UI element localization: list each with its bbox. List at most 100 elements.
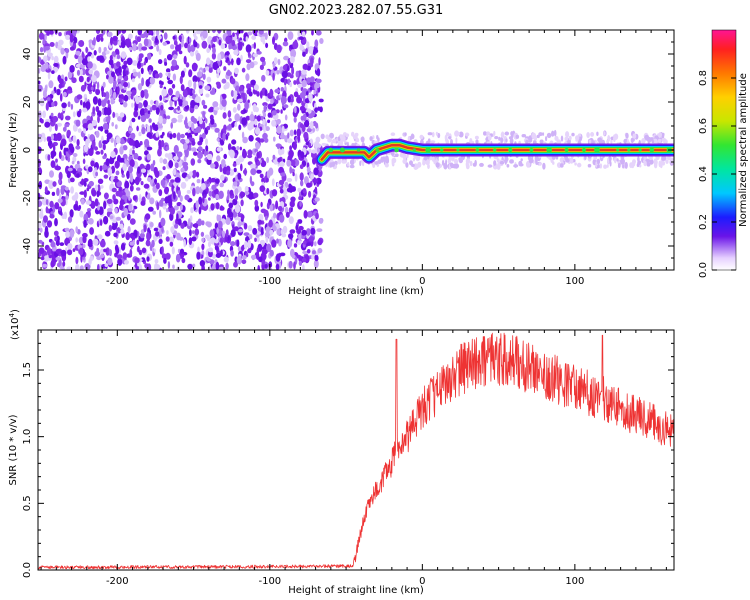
noise-dot [179, 204, 183, 211]
noise-dot [269, 89, 274, 97]
noise-dot [247, 31, 253, 36]
noise-dot [220, 43, 226, 50]
noise-dot [89, 227, 94, 235]
noise-dot [251, 255, 255, 261]
noise-dot [104, 263, 109, 267]
haze-dot [390, 151, 395, 157]
noise-dot [182, 161, 189, 167]
noise-dot [183, 239, 186, 248]
noise-dot [132, 71, 139, 77]
noise-dot [137, 115, 141, 120]
noise-dot [180, 222, 185, 229]
noise-dot [138, 193, 142, 203]
noise-dot [88, 218, 94, 225]
noise-dot [296, 96, 303, 104]
noise-dot [178, 99, 183, 107]
haze-dot [629, 162, 633, 169]
noise-dot [155, 231, 160, 237]
noise-dot [216, 214, 220, 222]
noise-dot [75, 50, 81, 56]
noise-dot [108, 59, 114, 66]
noise-dot [197, 71, 203, 78]
noise-dot [137, 30, 143, 36]
noise-dot [180, 133, 185, 139]
noise-dot [236, 255, 242, 265]
noise-dot [39, 47, 44, 53]
noise-dot [231, 39, 236, 47]
noise-dot [300, 180, 304, 187]
noise-dot [289, 145, 292, 151]
noise-dot [227, 189, 230, 197]
noise-dot [289, 200, 295, 208]
noise-dot [67, 249, 73, 256]
noise-dot [189, 171, 193, 177]
noise-dot [115, 170, 120, 176]
noise-dot [319, 106, 323, 113]
noise-dot [175, 172, 180, 178]
haze-dot [349, 164, 355, 169]
noise-dot [160, 81, 164, 86]
noise-dot [83, 181, 87, 187]
spectrogram-x-tick-label: 0 [419, 276, 425, 287]
noise-dot [127, 33, 133, 40]
noise-dot [88, 166, 93, 173]
noise-dot [208, 247, 214, 253]
noise-dot [73, 36, 78, 44]
haze-dot [431, 156, 435, 162]
noise-dot [126, 57, 133, 66]
haze-dot [329, 132, 334, 139]
haze-dot [402, 158, 408, 164]
noise-dot [134, 257, 140, 264]
noise-dot [196, 179, 201, 184]
haze-dot [599, 163, 603, 169]
noise-dot [112, 91, 117, 99]
haze-dot [483, 131, 487, 136]
noise-dot [252, 53, 258, 58]
noise-dot [95, 151, 101, 155]
noise-dot [210, 118, 215, 125]
noise-dot [290, 196, 296, 202]
noise-dot [308, 148, 312, 153]
noise-dot [77, 128, 82, 133]
noise-dot [175, 253, 181, 263]
haze-dot [586, 132, 590, 138]
noise-dot [281, 148, 285, 155]
haze-dot [341, 160, 347, 164]
noise-dot [102, 81, 106, 88]
noise-dot [103, 248, 108, 253]
noise-dot [299, 45, 305, 51]
noise-dot [109, 55, 113, 61]
noise-dot [158, 189, 163, 197]
noise-dot [306, 77, 311, 84]
colorbar-ticks: 0.0 0.2 0.4 0.6 0.8 [698, 70, 736, 278]
noise-dot [240, 30, 244, 34]
snr-y-tick-label: 1.0 [22, 429, 33, 445]
noise-dot [218, 190, 224, 199]
noise-dot [133, 152, 139, 160]
noise-dot [180, 84, 185, 92]
noise-dot [185, 62, 190, 68]
noise-dot [168, 200, 173, 208]
haze-dot [354, 132, 359, 137]
noise-dot [140, 33, 146, 39]
noise-dot [136, 125, 139, 132]
noise-dot [243, 109, 247, 113]
noise-dot [284, 79, 287, 86]
haze-dot [496, 163, 501, 170]
noise-dot [123, 75, 129, 82]
spectrogram-y-label: Frequency (Hz) [8, 112, 19, 188]
noise-dot [225, 71, 232, 76]
noise-dot [160, 139, 165, 148]
noise-dot [124, 180, 130, 190]
noise-dot [51, 90, 55, 95]
colorbar-tick-label: 0.8 [698, 70, 709, 86]
noise-dot [113, 240, 117, 245]
noise-dot [123, 207, 129, 217]
noise-dot [232, 45, 238, 51]
noise-dot [297, 83, 303, 88]
haze-dot [374, 161, 379, 165]
noise-dot [288, 185, 294, 193]
noise-dot [55, 256, 61, 261]
noise-dot [290, 56, 294, 62]
